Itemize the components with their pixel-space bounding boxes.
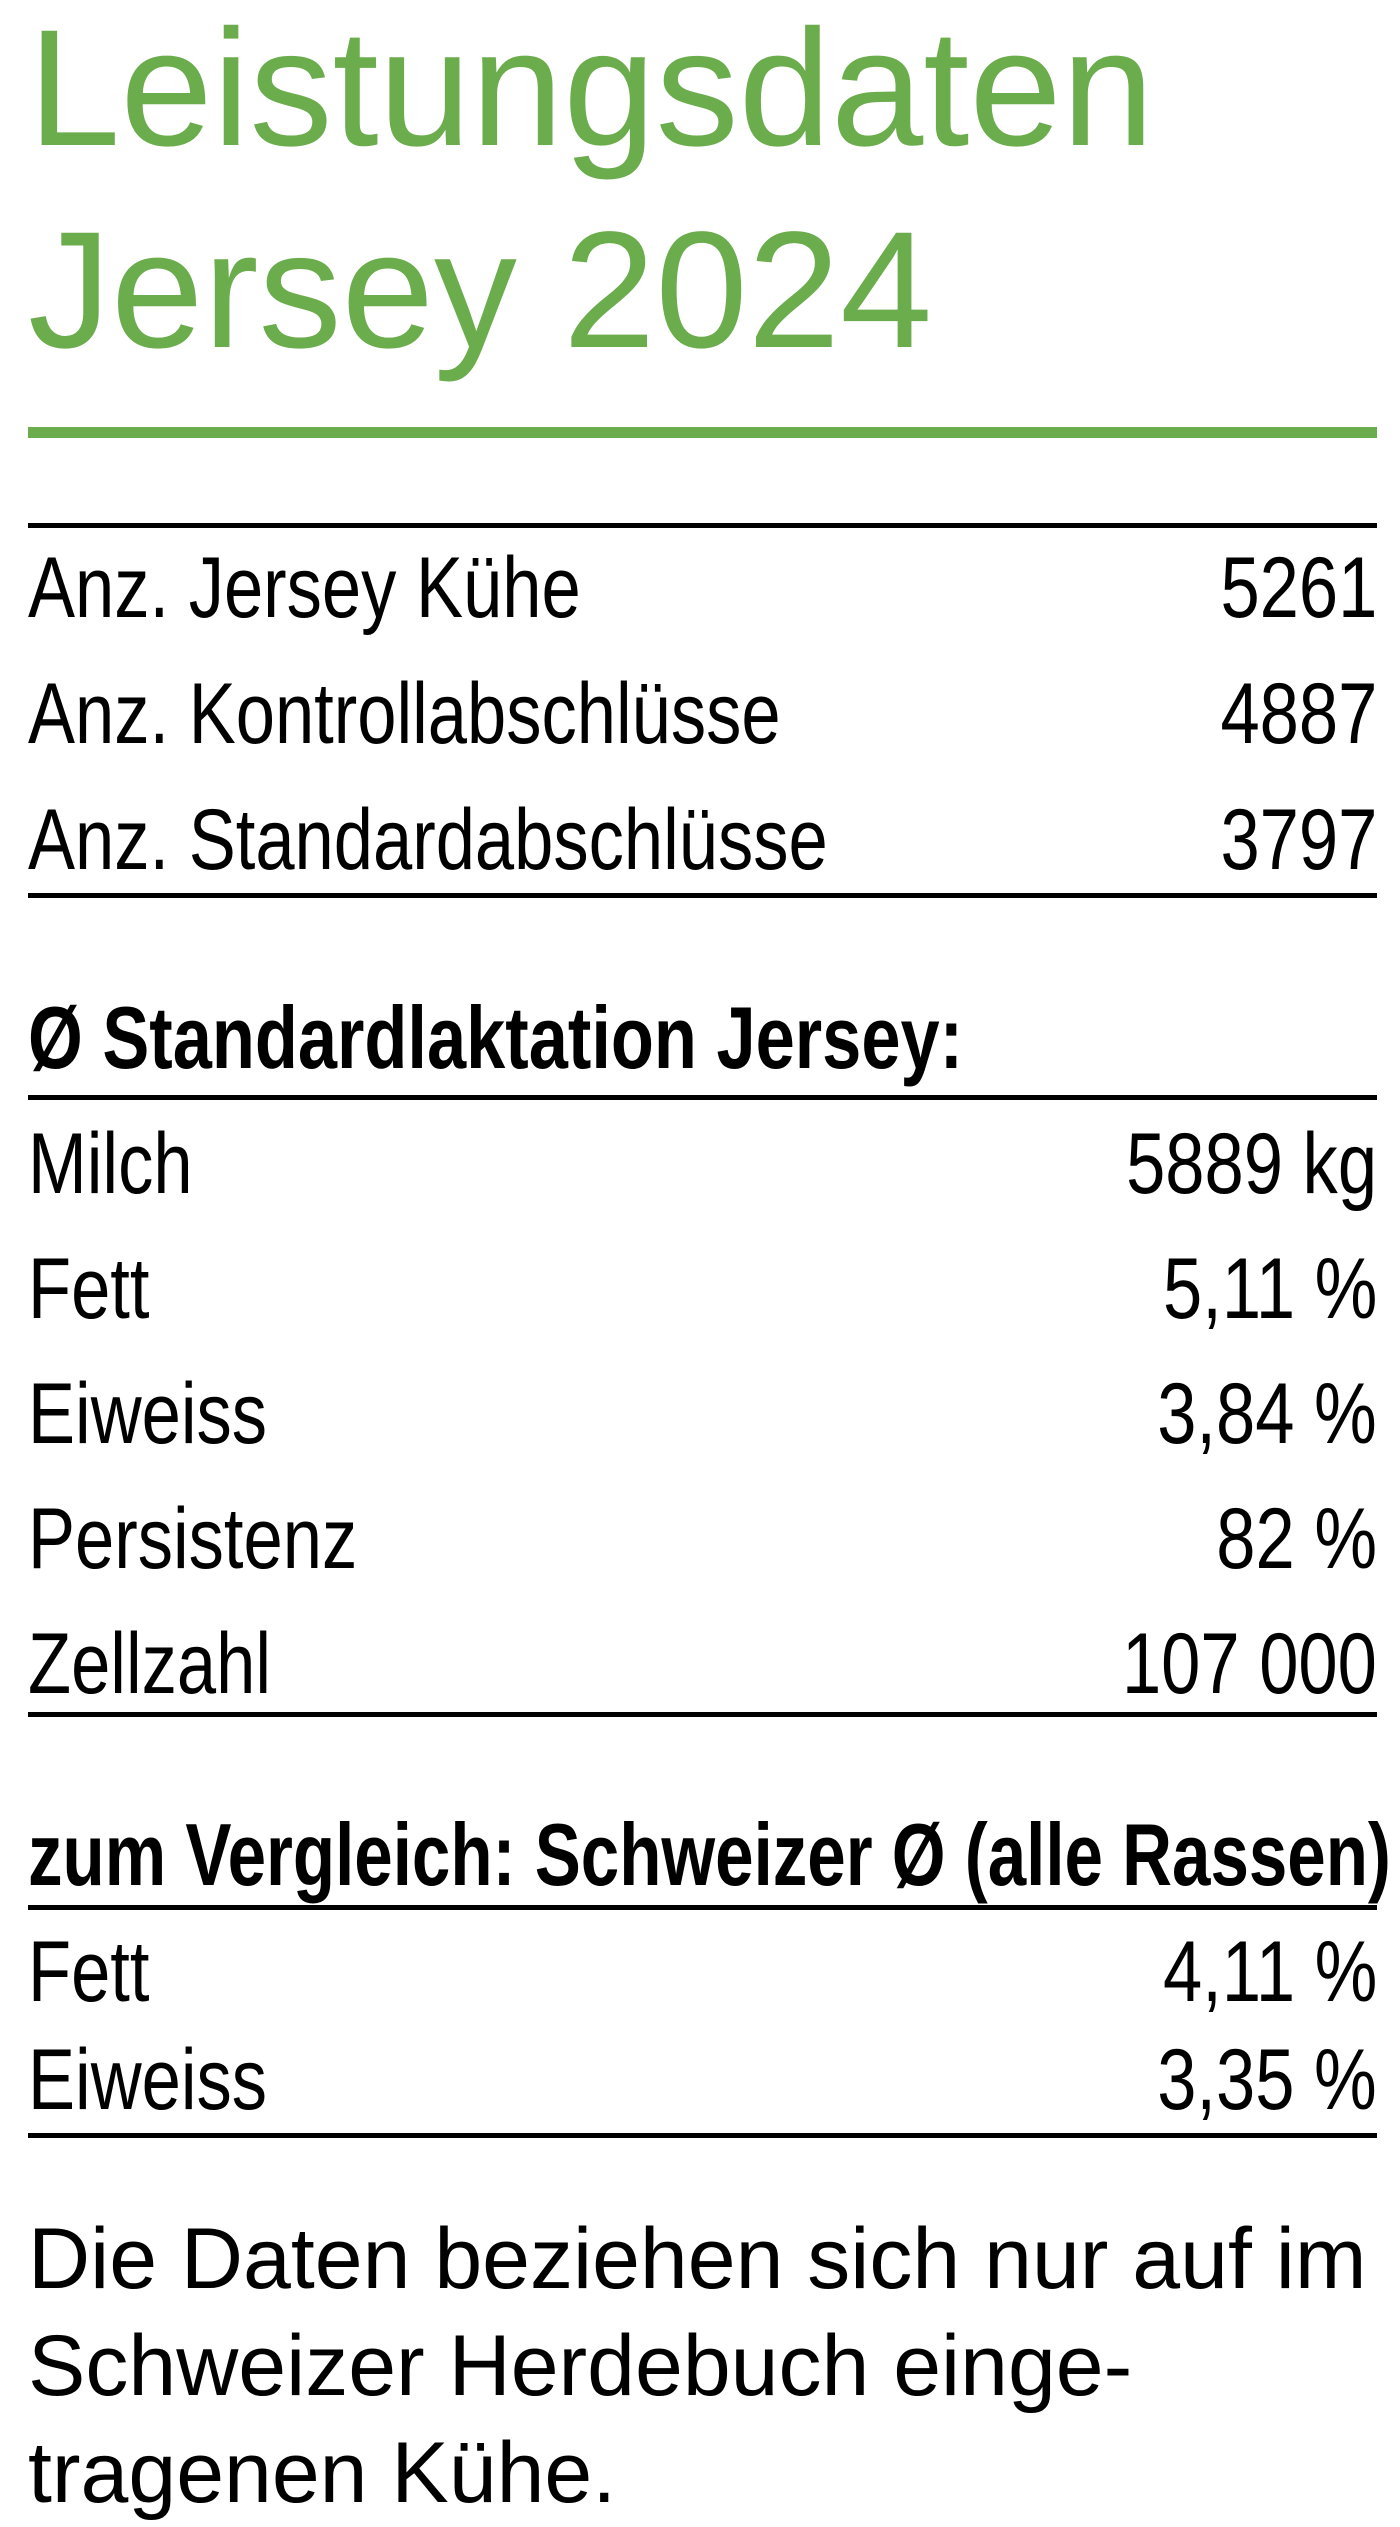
row-label: Eiweiss [28, 2032, 268, 2128]
row-label: Anz. Kontrollabschlüsse [28, 666, 781, 762]
row-value: 4887 [1220, 666, 1377, 762]
table-row: Milch 5889 kg [28, 1119, 1377, 1209]
section-divider [28, 1712, 1377, 1717]
row-label: Fett [28, 1241, 150, 1337]
row-value: 3,84 % [1157, 1366, 1377, 1462]
row-label: Fett [28, 1924, 150, 2020]
footnote-line1: Die Daten beziehen sich nur auf im [28, 2211, 1367, 2307]
row-value: 5261 [1220, 540, 1377, 636]
footnote-line3: tragenen Kühe. [28, 2425, 617, 2521]
table-row: Anz. Standardabschlüsse 3797 [28, 795, 1377, 885]
row-value: 5,11 % [1162, 1241, 1377, 1337]
table-row: Eiweiss 3,84 % [28, 1369, 1377, 1459]
page-title-line2: Jersey 2024 [28, 198, 933, 383]
table-row: Persistenz 82 % [28, 1494, 1377, 1584]
section-divider-top [28, 523, 1377, 528]
row-label: Persistenz [28, 1491, 358, 1587]
row-value: 5889 kg [1126, 1116, 1377, 1212]
row-label: Anz. Jersey Kühe [28, 540, 581, 636]
section-divider-bottom [28, 2133, 1377, 2138]
section-heading-standardlaktation: Ø Standardlaktation Jersey: [28, 992, 1197, 1084]
row-label: Zellzahl [28, 1616, 272, 1712]
accent-divider [28, 427, 1377, 438]
row-label: Anz. Standardabschlüsse [28, 792, 828, 888]
section-heading-label: Ø Standardlaktation Jersey: [28, 988, 964, 1087]
table-row: Anz. Jersey Kühe 5261 [28, 543, 1377, 633]
row-value: 82 % [1216, 1491, 1377, 1587]
row-value: 3797 [1220, 792, 1377, 888]
section-heading-vergleich: zum Vergleich: Schweizer Ø (alle Rassen) [28, 1809, 1400, 1901]
row-value: 3,35 % [1157, 2032, 1377, 2128]
heading-underline [28, 1905, 1377, 1910]
heading-underline [28, 1095, 1377, 1100]
section-divider [28, 893, 1377, 898]
footnote: Die Daten beziehen sich nur auf im Schwe… [28, 2206, 1367, 2527]
page-title-line1: Leistungsdaten [28, 0, 1155, 181]
table-row: Fett 4,11 % [28, 1927, 1377, 2017]
footnote-line2: Schweizer Herdebuch einge- [28, 2318, 1133, 2414]
page-title: Leistungsdaten Jersey 2024 [28, 0, 1154, 392]
table-row: Anz. Kontrollabschlüsse 4887 [28, 669, 1377, 759]
row-label: Milch [28, 1116, 193, 1212]
row-value: 4,11 % [1162, 1924, 1377, 2020]
section-heading-label: zum Vergleich: Schweizer Ø (alle Rassen) [28, 1805, 1391, 1904]
row-value: 107 000 [1122, 1616, 1377, 1712]
table-row: Eiweiss 3,35 % [28, 2035, 1377, 2125]
table-row: Fett 5,11 % [28, 1244, 1377, 1334]
table-row: Zellzahl 107 000 [28, 1619, 1377, 1709]
row-label: Eiweiss [28, 1366, 268, 1462]
